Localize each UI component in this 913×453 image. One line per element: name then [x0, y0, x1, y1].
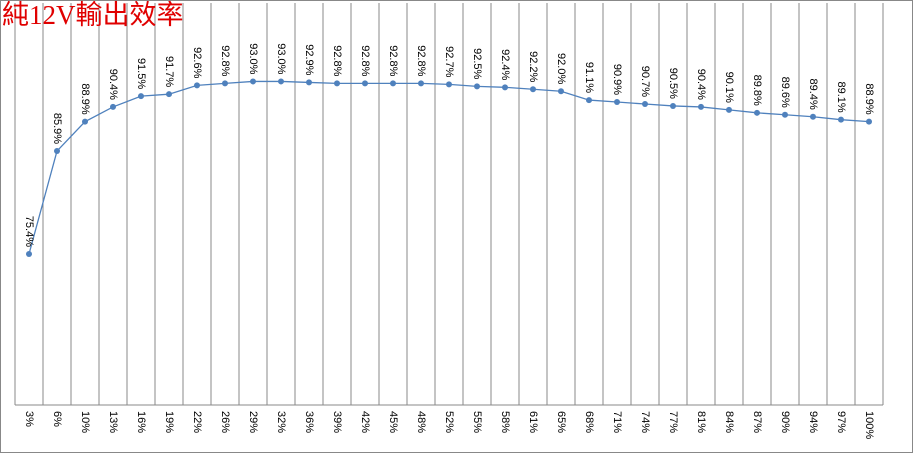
data-label: 88.9% [79, 83, 91, 114]
x-tick-label: 36% [303, 411, 315, 433]
data-label: 92.8% [359, 45, 371, 76]
x-tick-label: 97% [835, 411, 847, 433]
point [502, 84, 508, 91]
point [838, 116, 844, 123]
point [278, 78, 284, 85]
point [82, 118, 88, 125]
x-tick-label: 74% [639, 411, 651, 433]
point [222, 80, 228, 87]
point [54, 148, 60, 155]
data-label: 89.6% [779, 77, 791, 108]
data-label: 90.7% [639, 66, 651, 97]
x-tick-label: 32% [275, 411, 287, 433]
data-label: 93.0% [275, 43, 287, 74]
point [418, 80, 424, 87]
data-label: 92.9% [303, 44, 315, 75]
point [362, 80, 368, 87]
data-label: 92.8% [219, 45, 231, 76]
x-tick-label: 29% [247, 411, 259, 433]
data-label: 90.4% [107, 69, 119, 100]
x-tick-label: 68% [583, 411, 595, 433]
data-label: 93.0% [247, 43, 259, 74]
data-label: 92.6% [191, 47, 203, 78]
x-tick-label: 87% [751, 411, 763, 433]
point [558, 88, 564, 95]
data-label: 89.4% [807, 79, 819, 110]
point [334, 80, 340, 87]
x-tick-label: 84% [723, 411, 735, 433]
point [754, 109, 760, 116]
x-tick-label: 52% [443, 411, 455, 433]
point [194, 82, 200, 89]
x-tick-label: 65% [555, 411, 567, 433]
x-tick-label: 10% [79, 411, 91, 433]
x-tick-label: 94% [807, 411, 819, 433]
x-tick-label: 22% [191, 411, 203, 433]
data-label: 91.7% [163, 56, 175, 87]
x-tick-label: 61% [527, 411, 539, 433]
x-tick-label: 13% [107, 411, 119, 433]
x-tick-label: 3% [23, 411, 35, 427]
data-label: 91.1% [583, 62, 595, 93]
point [810, 113, 816, 120]
point [642, 100, 648, 107]
point [586, 97, 592, 104]
point [446, 81, 452, 88]
x-tick-label: 100% [863, 411, 875, 439]
data-label: 90.4% [695, 69, 707, 100]
data-label: 85.9% [51, 113, 63, 144]
point [782, 111, 788, 118]
point [670, 102, 676, 109]
point [530, 86, 536, 93]
x-tick-label: 42% [359, 411, 371, 433]
point [390, 80, 396, 87]
x-tick-label: 90% [779, 411, 791, 433]
data-label: 90.1% [723, 72, 735, 103]
x-tick-label: 48% [415, 411, 427, 433]
data-label: 92.2% [527, 51, 539, 82]
data-label: 92.8% [415, 45, 427, 76]
x-tick-label: 6% [51, 411, 63, 427]
point [698, 103, 704, 110]
x-tick-label: 71% [611, 411, 623, 433]
data-label: 92.7% [443, 46, 455, 77]
point [614, 99, 620, 106]
data-label: 92.5% [471, 48, 483, 79]
point [306, 79, 312, 86]
data-label: 89.8% [751, 75, 763, 106]
point [866, 118, 872, 125]
point [250, 78, 256, 85]
point [138, 93, 144, 100]
point [26, 251, 32, 258]
data-label: 92.8% [331, 45, 343, 76]
x-tick-label: 16% [135, 411, 147, 433]
data-label: 91.5% [135, 58, 147, 89]
x-tick-label: 58% [499, 411, 511, 433]
data-label: 89.1% [835, 81, 847, 112]
x-tick-label: 77% [667, 411, 679, 433]
data-label: 90.9% [611, 64, 623, 95]
data-label: 92.0% [555, 53, 567, 84]
x-tick-label: 26% [219, 411, 231, 433]
x-tick-label: 81% [695, 411, 707, 433]
data-label: 75.4% [23, 216, 35, 247]
data-label: 90.5% [667, 68, 679, 99]
x-tick-label: 39% [331, 411, 343, 433]
x-tick-label: 55% [471, 411, 483, 433]
data-label: 92.8% [387, 45, 399, 76]
data-label: 92.4% [499, 49, 511, 80]
x-tick-label: 45% [387, 411, 399, 433]
chart-title: 純12V輸出效率 [2, 0, 184, 30]
x-tick-label: 19% [163, 411, 175, 433]
point [166, 91, 172, 98]
point [474, 83, 480, 90]
point [110, 103, 116, 110]
point [726, 106, 732, 113]
data-label: 88.9% [863, 83, 875, 114]
